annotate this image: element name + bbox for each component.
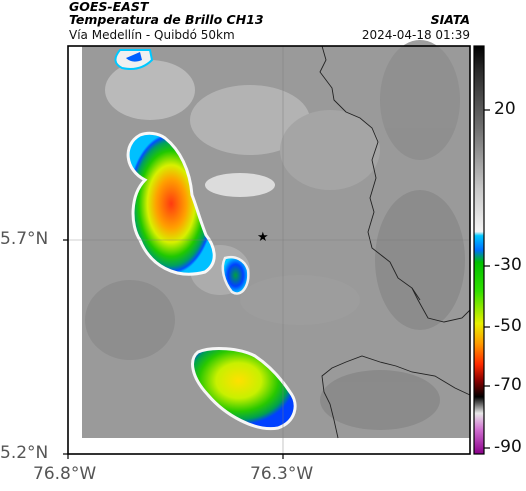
product-title: Temperatura de Brillo CH13 (69, 12, 264, 27)
organization-label: SIATA (430, 12, 470, 27)
x-tick-label: 76.8°W (33, 464, 97, 484)
colorbar-label: -30 (494, 255, 522, 275)
y-tick-label: 5.2°N (0, 443, 49, 463)
cloud-texture (85, 40, 465, 430)
boundary-lines (319, 45, 471, 439)
axis-ticks (63, 239, 284, 459)
location-marker-star: ★ (257, 230, 269, 245)
datetime-label: 2024-04-18 01:39 (361, 28, 470, 42)
convective-cells (114, 49, 297, 431)
satellite-title: GOES-EAST (69, 0, 149, 14)
colorbar-label: -70 (494, 375, 522, 395)
colorbar-label: -90 (494, 437, 522, 457)
route-subtitle: Vía Medellín - Quibdó 50km (69, 28, 235, 42)
gridlines (68, 46, 470, 454)
colorbar-ticks (484, 109, 490, 449)
map-border (67, 45, 471, 455)
y-tick-label: 5.7°N (0, 229, 49, 249)
colorbar-label: 20 (494, 99, 516, 119)
colorbar-label: -50 (494, 316, 522, 336)
x-tick-label: 76.3°W (250, 464, 314, 484)
colorbar (473, 45, 485, 455)
